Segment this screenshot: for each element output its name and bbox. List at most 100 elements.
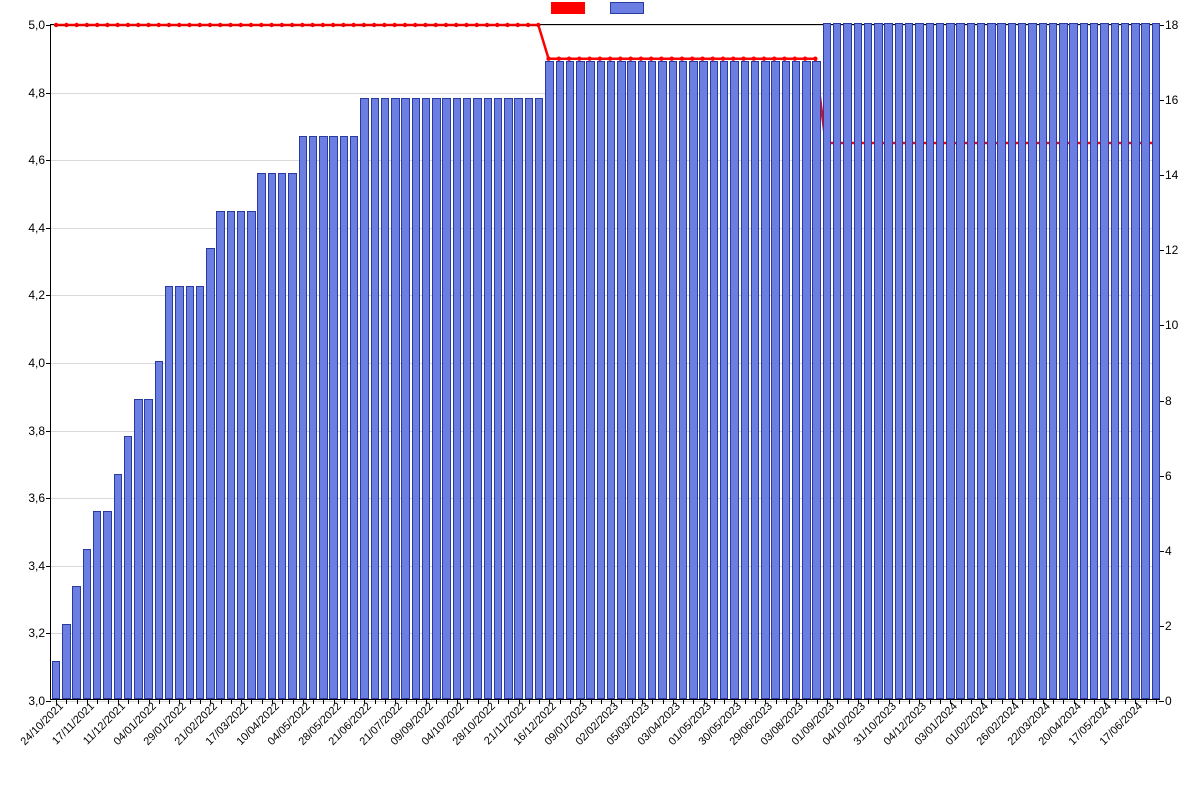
bar <box>371 98 379 699</box>
bar <box>946 23 954 699</box>
x-tick <box>601 699 602 704</box>
bar <box>525 98 533 699</box>
bar <box>617 61 625 699</box>
bar <box>257 173 265 699</box>
x-tick <box>262 699 263 704</box>
bar <box>165 286 173 699</box>
y-left-label: 3,8 <box>28 424 51 438</box>
bar <box>1152 23 1160 699</box>
x-tick <box>77 699 78 704</box>
x-tick <box>436 699 437 704</box>
x-tick <box>354 699 355 704</box>
bar <box>360 98 368 699</box>
x-tick <box>66 699 67 704</box>
bar <box>1121 23 1129 699</box>
x-tick <box>282 699 283 704</box>
x-tick <box>1125 699 1126 704</box>
bar <box>607 61 615 699</box>
bar <box>771 61 779 699</box>
bar <box>391 98 399 699</box>
x-tick <box>1084 699 1085 704</box>
bar <box>936 23 944 699</box>
x-tick <box>406 699 407 704</box>
x-tick <box>683 699 684 704</box>
x-tick <box>837 699 838 704</box>
bar <box>288 173 296 699</box>
bar <box>329 136 337 699</box>
y-right-label: 14 <box>1159 168 1178 182</box>
bar <box>124 436 132 699</box>
bar <box>103 511 111 699</box>
bar <box>206 248 214 699</box>
y-left-label: 3,2 <box>28 626 51 640</box>
bar <box>884 23 892 699</box>
bar <box>689 61 697 699</box>
bar <box>854 23 862 699</box>
bar <box>905 23 913 699</box>
legend-item-line <box>551 2 590 14</box>
bar <box>1141 23 1149 699</box>
bar <box>72 586 80 699</box>
y-left-label: 3,0 <box>28 694 51 708</box>
legend-swatch-bar <box>610 2 644 14</box>
bar <box>247 211 255 699</box>
x-tick <box>570 699 571 704</box>
bar <box>864 23 872 699</box>
y-right-label: 4 <box>1159 544 1172 558</box>
x-tick <box>971 699 972 704</box>
bar <box>627 61 635 699</box>
bar <box>62 624 70 699</box>
bar <box>956 23 964 699</box>
x-tick <box>508 699 509 704</box>
x-tick <box>1146 699 1147 704</box>
x-tick <box>909 699 910 704</box>
bar <box>843 23 851 699</box>
bar <box>977 23 985 699</box>
x-tick <box>323 699 324 704</box>
x-tick <box>1033 699 1034 704</box>
x-tick <box>467 699 468 704</box>
bar <box>268 173 276 699</box>
y-right-label: 8 <box>1159 394 1172 408</box>
x-tick <box>755 699 756 704</box>
bar <box>422 98 430 699</box>
y-right-label: 6 <box>1159 469 1172 483</box>
bar <box>1100 23 1108 699</box>
x-tick <box>693 699 694 704</box>
bar <box>710 61 718 699</box>
bar <box>556 61 564 699</box>
y-left-label: 4,8 <box>28 86 51 100</box>
x-tick <box>108 699 109 704</box>
bar <box>514 98 522 699</box>
x-tick <box>621 699 622 704</box>
bar <box>597 61 605 699</box>
bar <box>915 23 923 699</box>
bar <box>1018 23 1026 699</box>
bar <box>987 23 995 699</box>
x-tick <box>1022 699 1023 704</box>
x-tick <box>1053 699 1054 704</box>
x-tick <box>848 699 849 704</box>
bar <box>494 98 502 699</box>
bar <box>227 211 235 699</box>
bar <box>114 474 122 699</box>
x-tick <box>776 699 777 704</box>
y-left-label: 5,0 <box>28 18 51 32</box>
bar <box>432 98 440 699</box>
y-left-label: 4,6 <box>28 153 51 167</box>
bar <box>52 661 60 699</box>
bar <box>93 511 101 699</box>
x-tick <box>375 699 376 704</box>
bar <box>1059 23 1067 699</box>
x-tick <box>539 699 540 704</box>
bar <box>453 98 461 699</box>
x-tick <box>1156 699 1157 704</box>
bar <box>299 136 307 699</box>
bar <box>967 23 975 699</box>
bar <box>833 23 841 699</box>
x-tick <box>663 699 664 704</box>
bar <box>997 23 1005 699</box>
x-tick <box>190 699 191 704</box>
bar <box>1049 23 1057 699</box>
y-right-label: 0 <box>1159 694 1172 708</box>
